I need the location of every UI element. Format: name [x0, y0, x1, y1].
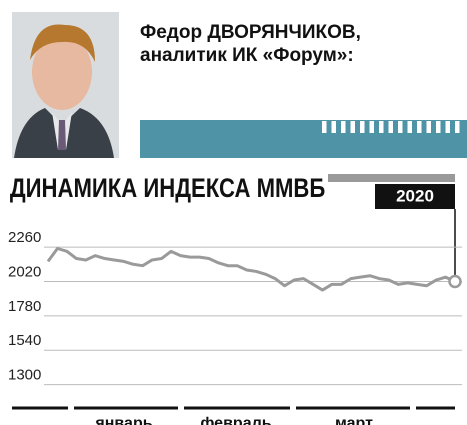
stripe — [417, 121, 422, 133]
series-line — [48, 249, 455, 291]
chart-title: ДИНАМИКА ИНДЕКСА ММВБ — [10, 174, 325, 204]
last-point — [450, 276, 461, 287]
stripe — [398, 121, 403, 133]
y-tick-label: 1780 — [8, 298, 41, 315]
stripe — [436, 121, 441, 133]
stripe — [446, 121, 451, 133]
portrait — [12, 12, 119, 158]
stripe — [379, 121, 384, 133]
stripe — [455, 121, 460, 133]
y-tick-label: 1540 — [8, 332, 41, 349]
x-tick-label: март — [335, 415, 373, 425]
x-tick-label: февраль — [200, 415, 271, 425]
analyst-name: Федор ДВОРЯНЧИКОВ, — [140, 22, 361, 43]
analyst-position: аналитик ИК «Форум»: — [140, 45, 354, 66]
y-tick-label: 1300 — [8, 367, 41, 384]
y-tick-label: 2260 — [8, 229, 41, 246]
title-bar — [328, 174, 455, 182]
stripe — [408, 121, 413, 133]
stripe — [370, 121, 375, 133]
stripe — [427, 121, 432, 133]
stripe — [322, 121, 327, 133]
stripe — [360, 121, 365, 133]
stripe — [341, 121, 346, 133]
stripe — [351, 121, 356, 133]
stripe — [332, 121, 337, 133]
stripe — [389, 121, 394, 133]
accent-stripes — [322, 121, 460, 133]
y-tick-label: 2020 — [8, 263, 41, 280]
chart: Федор ДВОРЯНЧИКОВ, аналитик ИК «Форум»: … — [0, 0, 467, 425]
x-tick-label: январь — [94, 415, 152, 425]
annotation: 2020 — [396, 186, 434, 205]
